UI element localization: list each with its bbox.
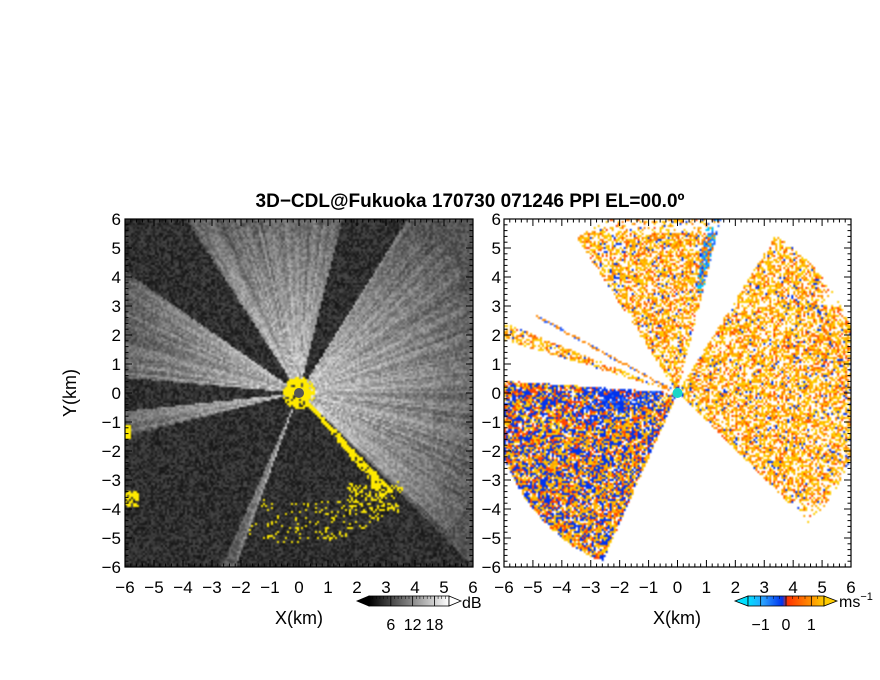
snr-x-tick-label: −4 — [173, 578, 192, 597]
velocity-x-tick-label: −5 — [523, 578, 542, 597]
snr-y-tick-label: −2 — [102, 442, 121, 461]
velocity-colorbar-ticks: −1 0 1 — [747, 596, 825, 634]
snr-y-tick-label: −4 — [102, 500, 121, 519]
snr-y-axis-label: Y(km) — [60, 369, 80, 417]
snr-x-tick-labels: −6 −5 −4 −3 −2 −1 0 1 2 3 4 5 6 — [115, 578, 477, 597]
snr-colorbar-low-arrow — [355, 595, 370, 607]
figure-title: 3D−CDL@Fukuoka 170730 071246 PPI EL=00.0… — [256, 191, 685, 212]
snr-x-tick-label: 3 — [381, 578, 390, 597]
snr-panel: −6 −5 −4 −3 −2 −1 0 1 2 3 4 5 6 −6−5−4−3−2−10123456 … — [60, 210, 478, 628]
snr-colorbar-ticks: 6 12 18 — [368, 596, 450, 634]
snr-y-tick-label: 4 — [112, 268, 121, 287]
velocity-colorbar-unit: ms−1 — [839, 591, 873, 611]
velocity-x-tick-label: 2 — [731, 578, 740, 597]
snr-x-tick-label: −5 — [144, 578, 163, 597]
snr-x-tick-label: 1 — [323, 578, 332, 597]
velocity-y-tick-label: 4 — [492, 268, 501, 287]
velocity-colorbar-high-arrow — [823, 595, 839, 607]
snr-y-tick-label: 1 — [112, 355, 121, 374]
snr-x-tick-label: 0 — [294, 578, 303, 597]
velocity-lidar-site-marker — [672, 388, 683, 398]
snr-x-tick-label: −6 — [115, 578, 134, 597]
snr-x-tick-label: 2 — [352, 578, 361, 597]
snr-y-tick-label: −1 — [102, 413, 121, 432]
snr-y-tick-label: 5 — [112, 239, 121, 258]
velocity-y-tick-label: 0 — [492, 384, 501, 403]
velocity-x-tick-label: 4 — [788, 578, 797, 597]
snr-axis-ticks — [124, 218, 474, 568]
velocity-x-tick-label: −4 — [552, 578, 571, 597]
velocity-x-tick-label: 5 — [817, 578, 826, 597]
velocity-x-tick-label: 3 — [760, 578, 769, 597]
velocity-colorbar-tick-label: −1 — [752, 617, 770, 634]
snr-x-tick-label: 5 — [439, 578, 448, 597]
snr-y-tick-label: 0 — [112, 384, 121, 403]
velocity-y-tick-label: −2 — [482, 442, 501, 461]
velocity-y-tick-label: −5 — [482, 529, 501, 548]
velocity-y-tick-label: 1 — [492, 355, 501, 374]
velocity-x-tick-label: 1 — [702, 578, 711, 597]
snr-colorbar-tick-label: 12 — [404, 617, 422, 634]
snr-y-tick-label: 2 — [112, 326, 121, 345]
velocity-x-tick-label: −6 — [494, 578, 513, 597]
snr-colorbar-tick-label: 6 — [386, 617, 395, 634]
velocity-colorbar-tick-label: 0 — [782, 617, 791, 634]
snr-colorbar-unit: dB — [462, 595, 482, 612]
velocity-y-tick-label: −3 — [482, 471, 501, 490]
snr-x-tick-label: 4 — [410, 578, 419, 597]
velocity-colorbar-tick-label: 1 — [807, 617, 816, 634]
velocity-y-tick-label: 3 — [492, 297, 501, 316]
velocity-x-tick-label: −1 — [639, 578, 658, 597]
velocity-axis-ticks — [503, 218, 852, 568]
snr-x-tick-label: 6 — [468, 578, 477, 597]
velocity-x-tick-label: 6 — [846, 578, 855, 597]
velocity-x-axis-label: X(km) — [653, 608, 701, 628]
velocity-y-tick-label: −6 — [482, 558, 501, 577]
velocity-colorbar-low-arrow — [733, 595, 749, 607]
velocity-x-tick-label: −3 — [581, 578, 600, 597]
snr-y-tick-label: −6 — [102, 558, 121, 577]
snr-y-tick-label: −5 — [102, 529, 121, 548]
snr-x-tick-label: −2 — [231, 578, 250, 597]
snr-x-tick-label: −1 — [260, 578, 279, 597]
snr-colorbar-tick-label: 18 — [426, 617, 444, 634]
snr-y-tick-label: −3 — [102, 471, 121, 490]
snr-lidar-site-marker — [294, 388, 304, 398]
snr-y-tick-label: 3 — [112, 297, 121, 316]
velocity-colorbar-unit-exponent: −1 — [860, 591, 873, 603]
snr-x-tick-label: −3 — [202, 578, 221, 597]
snr-x-axis-label: X(km) — [275, 608, 323, 628]
velocity-y-tick-label: 6 — [492, 210, 501, 229]
velocity-x-tick-label: 0 — [673, 578, 682, 597]
snr-y-tick-label: 6 — [112, 210, 121, 229]
velocity-y-tick-label: 2 — [492, 326, 501, 345]
snr-colorbar: 6 12 18 dB — [355, 595, 482, 634]
snr-y-tick-labels: −6 −5 −4 −3 −2 −1 0 1 2 3 4 5 6 — [102, 210, 121, 577]
velocity-x-tick-label: −2 — [610, 578, 629, 597]
snr-colorbar-high-arrow — [448, 595, 463, 607]
velocity-colorbar: −1 0 1 ms−1 — [733, 591, 873, 634]
velocity-y-tick-label: −1 — [482, 413, 501, 432]
velocity-y-tick-label: 5 — [492, 239, 501, 258]
velocity-y-tick-label: −4 — [482, 500, 501, 519]
